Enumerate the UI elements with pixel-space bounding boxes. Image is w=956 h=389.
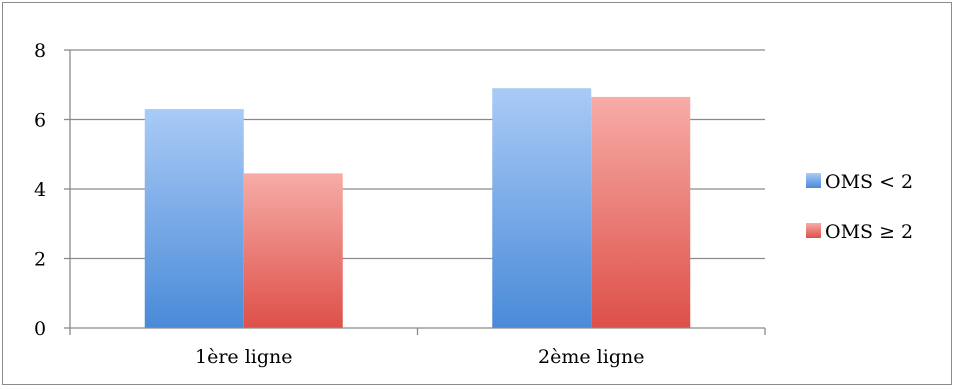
y-tick-label: 8 [34,40,46,62]
y-tick-label: 4 [34,179,46,201]
x-category-label: 2ème ligne [538,346,644,368]
bar-oms-lt-2-2 [492,88,592,328]
bars [144,88,691,328]
legend-label-2: OMS ≥ 2 [825,221,913,243]
y-tick-label: 6 [34,110,46,132]
axes [64,49,766,335]
bar-oms-lt-2-1 [144,109,244,328]
legend-swatch-1 [806,173,821,188]
y-tick-label: 2 [34,249,46,271]
legend-swatch-2 [806,223,821,238]
labels: 0 2 4 6 8 1ère ligne 2ème ligne [34,40,645,368]
legend: OMS < 2 OMS ≥ 2 [806,171,913,243]
y-tick-label: 0 [34,318,46,340]
bar-oms-ge-2-1 [243,173,343,328]
legend-label-1: OMS < 2 [825,171,913,193]
x-category-label: 1ère ligne [195,346,293,368]
bar-oms-ge-2-2 [591,96,691,328]
